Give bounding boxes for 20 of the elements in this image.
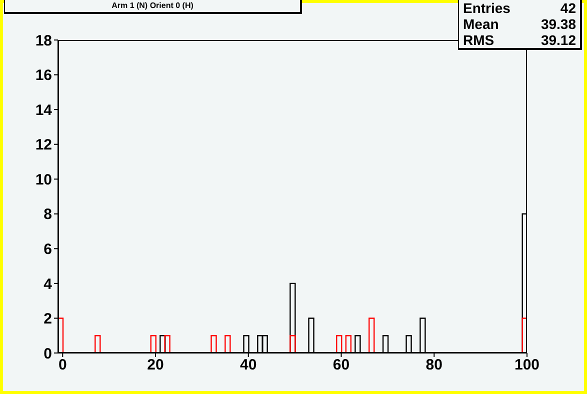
y-tick-label: 14 xyxy=(35,102,53,119)
y-tick-label: 12 xyxy=(35,136,52,154)
text: RMS 39.12 xyxy=(463,32,576,48)
y-tick-label: 10 xyxy=(35,171,52,188)
y-tick-label: 16 xyxy=(35,67,52,84)
chart-title: Arm 1 (N) Orient 0 (H) xyxy=(4,0,302,14)
text: Mean 39.38 xyxy=(463,16,576,32)
text: Entries 42 xyxy=(463,0,576,16)
x-tick-label: 60 xyxy=(332,356,350,374)
y-tick-label: 4 xyxy=(44,276,53,293)
x-tick-label: 20 xyxy=(147,356,164,374)
y-tick-label: 0 xyxy=(44,345,52,362)
y-tick-label: 18 xyxy=(35,32,52,50)
x-tick-label: 100 xyxy=(514,356,540,374)
x-tick-label: 40 xyxy=(240,356,257,374)
x-tick-label: 80 xyxy=(426,356,442,374)
y-tick-label: 8 xyxy=(44,206,52,224)
y-tick-label: 6 xyxy=(44,240,52,258)
x-tick-label: 0 xyxy=(58,356,67,374)
y-tick-label: 2 xyxy=(44,310,52,328)
